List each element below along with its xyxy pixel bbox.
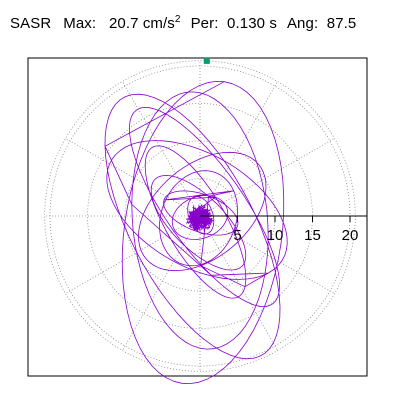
tick-label-5: 5 bbox=[233, 227, 241, 244]
tick-label-15: 15 bbox=[304, 227, 321, 244]
grid-spoke-60 bbox=[199, 81, 278, 217]
polar-grid bbox=[44, 60, 356, 372]
angle-value: 87.5 bbox=[326, 15, 357, 32]
grid-spoke-120 bbox=[122, 81, 201, 217]
max-unit-exponent: 2 bbox=[174, 14, 181, 25]
grid-spoke-150 bbox=[65, 138, 201, 217]
tick-label-10: 10 bbox=[267, 227, 284, 244]
grid-spoke-330 bbox=[199, 215, 335, 294]
grid-spoke-240 bbox=[122, 215, 201, 351]
max-amplitude-marker bbox=[203, 57, 210, 64]
tick-label-20: 20 bbox=[342, 227, 359, 244]
max-value: 20.7 cm/s bbox=[108, 15, 175, 32]
period-value: 0.130 s bbox=[227, 15, 277, 32]
grid-spoke-300 bbox=[199, 215, 278, 351]
plot-header: SASR Max: 20.7 cm/s2 Per: 0.130 s Ang: 87.5 bbox=[10, 14, 356, 32]
period-label: Per: bbox=[190, 15, 219, 32]
max-label: Max: bbox=[63, 15, 97, 32]
grid-spoke-30 bbox=[199, 138, 335, 217]
radial-axis-ticks: 5 10 15 20 bbox=[233, 216, 358, 244]
angle-label: Ang: bbox=[286, 15, 319, 32]
grid-spoke-210 bbox=[65, 215, 201, 294]
station-code: SASR bbox=[10, 15, 52, 32]
